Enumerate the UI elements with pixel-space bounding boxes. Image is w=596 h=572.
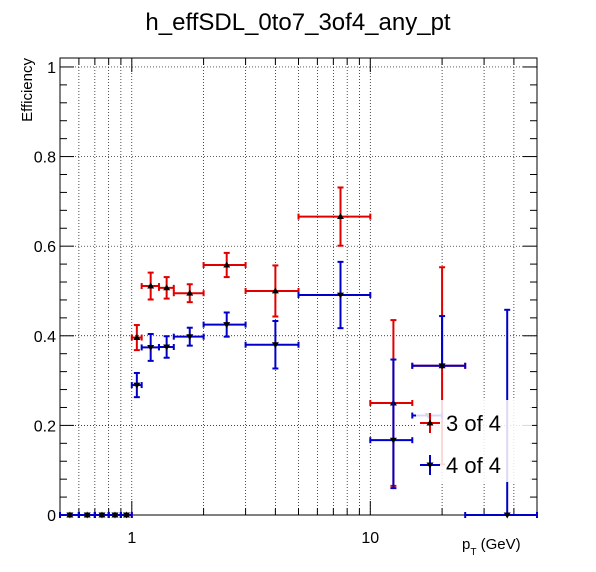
data-point-marker <box>389 437 397 444</box>
data-point-marker <box>271 342 279 349</box>
data-series <box>59 186 538 519</box>
data-point-marker <box>438 363 446 370</box>
series-4-of-4 <box>59 260 538 519</box>
y-tick-label: 0.8 <box>34 150 56 167</box>
data-point-marker <box>122 512 130 519</box>
legend-label: 4 of 4 <box>446 453 501 478</box>
data-point-marker <box>223 261 231 268</box>
data-point-marker <box>163 344 171 351</box>
data-point-marker <box>66 512 74 519</box>
y-tick-label: 0.6 <box>34 239 56 256</box>
legend-label: 3 of 4 <box>446 411 501 436</box>
data-point-marker <box>133 382 141 389</box>
data-point-marker <box>336 213 344 220</box>
x-axis-label-unit: (GeV) <box>476 536 520 553</box>
data-point-marker <box>223 322 231 329</box>
x-axis-label-main: p <box>462 536 470 553</box>
legend-marker <box>426 419 434 426</box>
y-tick-label: 0.2 <box>34 418 56 435</box>
data-point-marker <box>503 512 511 519</box>
chart-title: h_effSDL_0to7_3of4_any_pt <box>145 9 450 36</box>
data-point-marker <box>133 334 141 341</box>
legend: 3 of 4 4 of 4 <box>416 400 532 482</box>
y-tick-label: 1 <box>47 60 56 77</box>
axes: 0 0.2 0.4 0.6 0.8 1 1 10 <box>34 58 537 547</box>
x-axis-label: pT (GeV) <box>462 536 521 558</box>
legend-box <box>416 400 532 482</box>
legend-marker <box>426 462 434 469</box>
data-point-marker <box>98 512 106 519</box>
data-point-marker <box>271 287 279 294</box>
data-point-marker <box>336 292 344 299</box>
data-point-marker <box>147 282 155 289</box>
y-tick-label: 0.4 <box>34 329 56 346</box>
data-point-marker <box>111 512 119 519</box>
y-tick-label: 0 <box>47 508 56 525</box>
data-point-marker <box>147 344 155 351</box>
x-tick-label: 1 <box>127 530 136 547</box>
x-tick-label: 10 <box>361 530 379 547</box>
data-point-marker <box>186 334 194 341</box>
data-point-marker <box>186 289 194 296</box>
data-point-marker <box>83 512 91 519</box>
data-point-marker <box>163 284 171 291</box>
x-axis-label-subscript: T <box>470 547 476 558</box>
y-axis-label: Efficiency <box>19 58 36 122</box>
